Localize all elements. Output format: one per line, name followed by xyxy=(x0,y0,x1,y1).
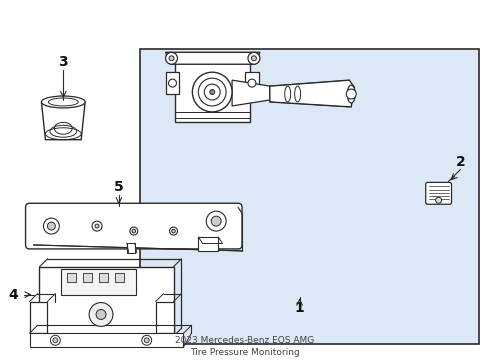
Circle shape xyxy=(248,79,256,87)
Bar xyxy=(198,237,218,251)
Circle shape xyxy=(166,52,177,64)
Circle shape xyxy=(211,216,221,226)
Bar xyxy=(115,273,124,282)
Circle shape xyxy=(95,224,99,228)
Text: 4: 4 xyxy=(9,288,19,302)
Bar xyxy=(67,273,76,282)
Bar xyxy=(127,243,135,253)
Bar xyxy=(40,267,173,336)
FancyBboxPatch shape xyxy=(25,203,242,249)
Circle shape xyxy=(170,227,177,235)
Ellipse shape xyxy=(294,86,300,102)
Circle shape xyxy=(48,222,55,230)
Circle shape xyxy=(169,56,174,61)
Text: 3: 3 xyxy=(58,55,68,69)
Bar xyxy=(61,269,136,294)
Polygon shape xyxy=(42,102,85,140)
Bar xyxy=(141,49,479,344)
Bar xyxy=(175,60,250,122)
Circle shape xyxy=(96,310,106,319)
Ellipse shape xyxy=(42,96,85,108)
Bar xyxy=(99,273,108,282)
Ellipse shape xyxy=(49,98,78,106)
Bar xyxy=(156,302,173,333)
Circle shape xyxy=(92,221,102,231)
Circle shape xyxy=(346,89,356,99)
Bar xyxy=(166,72,179,94)
Polygon shape xyxy=(232,80,270,106)
Circle shape xyxy=(132,229,136,233)
Circle shape xyxy=(172,229,175,233)
Circle shape xyxy=(50,335,60,345)
Circle shape xyxy=(89,302,113,327)
Circle shape xyxy=(206,211,226,231)
Bar xyxy=(83,273,92,282)
Circle shape xyxy=(53,338,58,343)
Ellipse shape xyxy=(285,86,291,102)
Text: 1: 1 xyxy=(295,301,304,315)
Polygon shape xyxy=(270,80,354,107)
Bar xyxy=(29,302,48,333)
Bar xyxy=(29,333,183,347)
Text: 5: 5 xyxy=(114,180,124,194)
Text: 2: 2 xyxy=(456,154,466,168)
Bar xyxy=(245,72,259,94)
Circle shape xyxy=(142,335,152,345)
Circle shape xyxy=(193,72,232,112)
Circle shape xyxy=(204,84,220,100)
Text: 2023 Mercedes-Benz EQS AMG
Tire Pressure Monitoring: 2023 Mercedes-Benz EQS AMG Tire Pressure… xyxy=(175,336,315,357)
Circle shape xyxy=(169,79,176,87)
Circle shape xyxy=(198,78,226,106)
Circle shape xyxy=(251,56,256,61)
Circle shape xyxy=(248,52,260,64)
Polygon shape xyxy=(166,52,260,64)
FancyBboxPatch shape xyxy=(426,183,451,204)
Ellipse shape xyxy=(347,85,355,103)
Circle shape xyxy=(436,197,441,203)
Circle shape xyxy=(144,338,149,343)
Circle shape xyxy=(130,227,138,235)
Circle shape xyxy=(44,218,59,234)
Circle shape xyxy=(210,90,215,95)
